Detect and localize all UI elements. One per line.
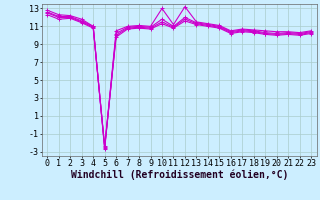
X-axis label: Windchill (Refroidissement éolien,°C): Windchill (Refroidissement éolien,°C) (70, 169, 288, 180)
